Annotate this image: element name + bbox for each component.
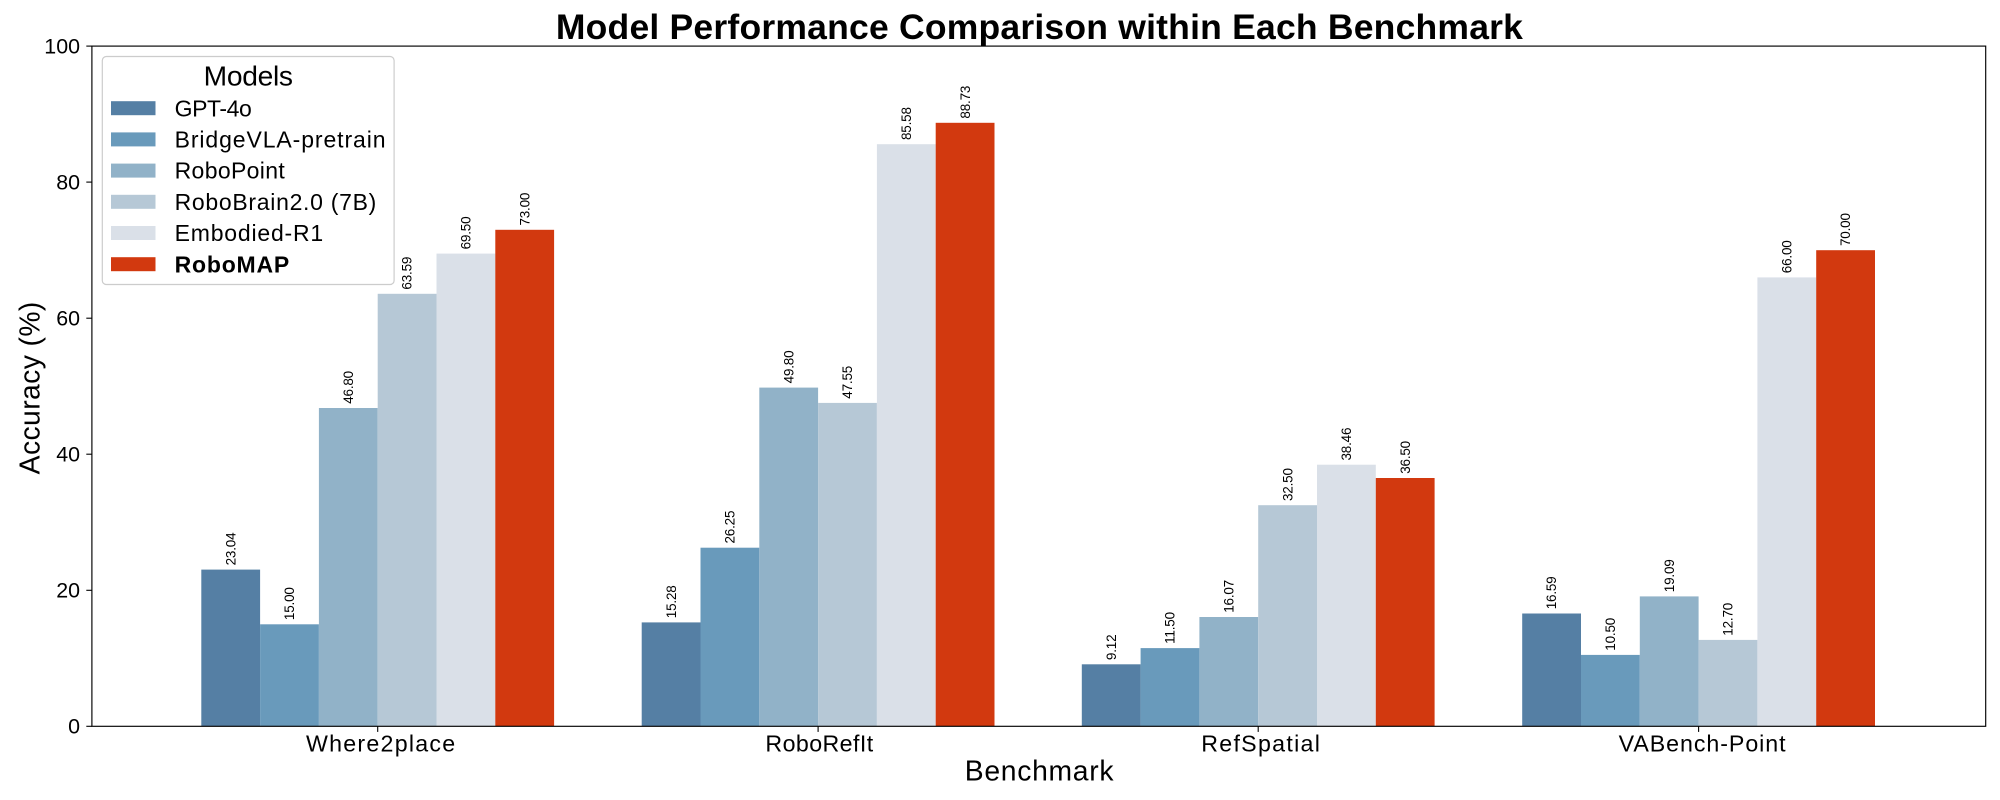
svg-text:15.28: 15.28 — [664, 585, 679, 618]
svg-text:38.46: 38.46 — [1339, 428, 1354, 461]
svg-text:47.55: 47.55 — [840, 366, 855, 399]
svg-text:Embodied-R1: Embodied-R1 — [175, 220, 324, 246]
svg-text:49.80: 49.80 — [781, 351, 796, 384]
svg-text:73.00: 73.00 — [517, 193, 532, 226]
svg-text:20: 20 — [56, 579, 80, 603]
svg-text:66.00: 66.00 — [1780, 240, 1795, 273]
svg-text:70.00: 70.00 — [1838, 213, 1853, 246]
svg-text:40: 40 — [56, 442, 80, 466]
svg-text:9.12: 9.12 — [1104, 635, 1119, 660]
svg-text:63.59: 63.59 — [400, 257, 415, 290]
svg-text:16.59: 16.59 — [1544, 577, 1559, 610]
svg-text:85.58: 85.58 — [899, 107, 914, 140]
svg-text:RoboPoint: RoboPoint — [175, 158, 286, 184]
svg-text:46.80: 46.80 — [341, 371, 356, 404]
svg-text:BridgeVLA-pretrain: BridgeVLA-pretrain — [175, 127, 387, 153]
svg-text:16.07: 16.07 — [1222, 580, 1237, 613]
svg-text:RoboMAP: RoboMAP — [175, 251, 290, 277]
svg-text:100: 100 — [44, 34, 80, 58]
svg-text:RoboRefIt: RoboRefIt — [765, 730, 873, 756]
svg-text:60: 60 — [56, 306, 80, 330]
svg-text:32.50: 32.50 — [1280, 468, 1295, 501]
svg-text:23.04: 23.04 — [223, 532, 238, 565]
svg-text:RoboBrain2.0 (7B): RoboBrain2.0 (7B) — [175, 189, 377, 215]
svg-text:15.00: 15.00 — [282, 587, 297, 620]
svg-text:10.50: 10.50 — [1603, 618, 1618, 651]
svg-text:Benchmark: Benchmark — [965, 755, 1115, 787]
svg-text:88.73: 88.73 — [958, 86, 973, 119]
svg-text:0: 0 — [68, 715, 80, 739]
svg-text:GPT-4o: GPT-4o — [175, 95, 252, 121]
svg-text:19.09: 19.09 — [1662, 559, 1677, 592]
svg-text:12.70: 12.70 — [1721, 603, 1736, 636]
svg-text:Where2place: Where2place — [306, 730, 456, 756]
svg-text:69.50: 69.50 — [459, 217, 474, 250]
svg-text:Accuracy (%): Accuracy (%) — [14, 301, 46, 474]
svg-text:VABench-Point: VABench-Point — [1619, 730, 1787, 756]
svg-text:80: 80 — [56, 170, 80, 194]
svg-text:RefSpatial: RefSpatial — [1201, 730, 1321, 756]
svg-text:11.50: 11.50 — [1163, 612, 1178, 644]
svg-text:Model Performance Comparison w: Model Performance Comparison within Each… — [556, 7, 1523, 47]
svg-text:36.50: 36.50 — [1398, 441, 1413, 474]
svg-text:26.25: 26.25 — [723, 511, 738, 544]
svg-text:Models: Models — [204, 60, 293, 92]
